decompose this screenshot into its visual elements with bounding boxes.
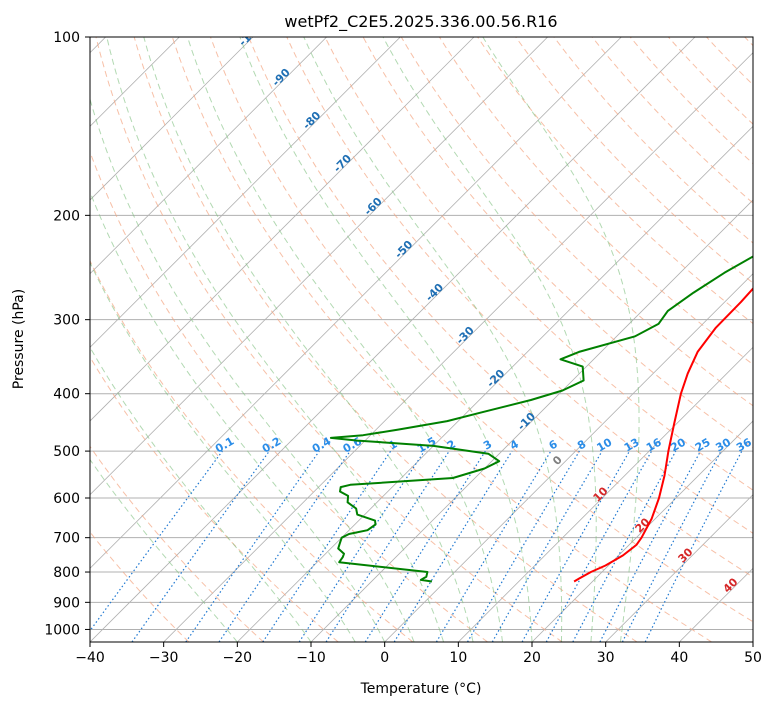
moist-adiabat-line xyxy=(90,346,312,642)
dry-adiabat-line xyxy=(515,37,753,284)
moist-adiabat-line xyxy=(143,37,474,642)
dry-adiabat-line xyxy=(477,37,753,325)
isotherm-line xyxy=(90,37,401,348)
x-tick-label: 10 xyxy=(449,650,467,666)
moist-adiabat-line xyxy=(482,37,640,642)
mixing-ratio-line xyxy=(218,450,351,642)
isotherm-line xyxy=(384,273,753,642)
moist-adiabat-line xyxy=(90,261,356,642)
x-tick-label: 20 xyxy=(523,650,541,666)
dewpoint-profile-line xyxy=(329,255,753,583)
dry-adiabat-line xyxy=(95,37,563,642)
mixing-ratio-line xyxy=(599,450,702,642)
isotherm-label: -100 xyxy=(236,20,265,49)
dry-adiabat-line xyxy=(248,37,753,578)
mixing-ratio-line xyxy=(572,450,677,642)
isotherm-line xyxy=(90,37,475,422)
moist-adiabat-line xyxy=(239,37,533,642)
isotherm-line xyxy=(605,494,753,642)
dry-adiabat-line xyxy=(362,37,753,449)
isotherm-line xyxy=(90,37,548,496)
mixing-ratio-line xyxy=(325,450,450,642)
isotherm-line xyxy=(90,37,696,642)
mixing-ratio-line xyxy=(90,450,223,632)
mixing-ratio-line xyxy=(131,450,270,642)
x-tick-label: −10 xyxy=(296,650,326,666)
mixing-ratio-line xyxy=(435,450,552,642)
isotherm-line xyxy=(90,37,327,275)
isotherm-line xyxy=(458,346,753,642)
isotherm-line xyxy=(163,52,753,642)
y-tick-label: 400 xyxy=(53,387,80,403)
dry-adiabat-line xyxy=(629,37,753,165)
dry-adiabat-line xyxy=(171,37,712,642)
moist-adiabat-line xyxy=(303,37,563,642)
x-tick-label: 50 xyxy=(744,650,762,666)
moist-adiabat-line xyxy=(382,37,597,642)
profile-lines xyxy=(329,255,753,583)
mixing-ratio-line xyxy=(644,450,743,642)
y-tick-label: 500 xyxy=(53,444,80,460)
x-tick-label: 40 xyxy=(670,650,688,666)
isotherm-line xyxy=(90,37,254,201)
y-axis-label: Pressure (hPa) xyxy=(11,289,27,389)
isotherm-line xyxy=(531,420,753,642)
isotherm-line xyxy=(237,125,753,642)
isotherm-line xyxy=(90,37,622,569)
y-tick-label: 200 xyxy=(53,208,80,224)
moist-adiabat-line xyxy=(187,37,503,642)
y-tick-label: 1000 xyxy=(44,622,80,638)
x-tick-label: −20 xyxy=(223,650,253,666)
mixing-ratio-line xyxy=(545,450,653,642)
moist-adiabat-line xyxy=(90,97,415,642)
dry-adiabat-line xyxy=(210,37,753,623)
x-tick-label: −30 xyxy=(149,650,179,666)
y-tick-label: 300 xyxy=(53,313,80,329)
dry-adiabat-line xyxy=(90,445,264,642)
moist-adiabat-line xyxy=(90,190,386,642)
moist-adiabat-line xyxy=(106,37,445,642)
mixing-ratio-line xyxy=(185,450,320,642)
moist-adiabat-line xyxy=(90,458,238,642)
plot-frame xyxy=(89,36,754,643)
x-tick-label: 30 xyxy=(597,650,615,666)
dry-adiabat-line xyxy=(133,37,638,642)
x-tick-label: 0 xyxy=(380,650,389,666)
mixing-ratio-line xyxy=(466,450,580,642)
chart-title: wetPf2_C2E5.2025.336.00.56.R16 xyxy=(284,12,557,32)
dry-adiabat-line xyxy=(90,259,414,642)
dry-adiabat-line xyxy=(591,37,753,204)
dry-adiabat-line xyxy=(400,37,753,407)
y-tick-label: 900 xyxy=(53,595,80,611)
x-tick-label: −40 xyxy=(75,650,105,666)
y-tick-label: 600 xyxy=(53,491,80,507)
background-lines xyxy=(90,37,753,642)
y-axis-ticks: 1000 900 800 700 600 500 400 300 200 100 xyxy=(44,30,90,638)
y-tick-label: 700 xyxy=(53,531,80,547)
y-tick-label: 800 xyxy=(53,565,80,581)
temperature-profile-line xyxy=(573,287,753,583)
mixing-ratio-line xyxy=(298,450,425,642)
y-tick-label: 100 xyxy=(53,30,80,46)
mixing-ratio-line xyxy=(621,450,722,642)
mixing-ratio-line xyxy=(262,450,392,642)
x-axis-ticks: −40 −30 −20 −10 0 10 20 30 40 50 xyxy=(75,642,762,666)
mixing-ratio-line xyxy=(491,450,603,642)
mixing-ratio-label: 36 xyxy=(734,435,754,454)
x-axis-label: Temperature (°C) xyxy=(360,681,482,697)
dry-adiabat-line xyxy=(324,37,753,491)
